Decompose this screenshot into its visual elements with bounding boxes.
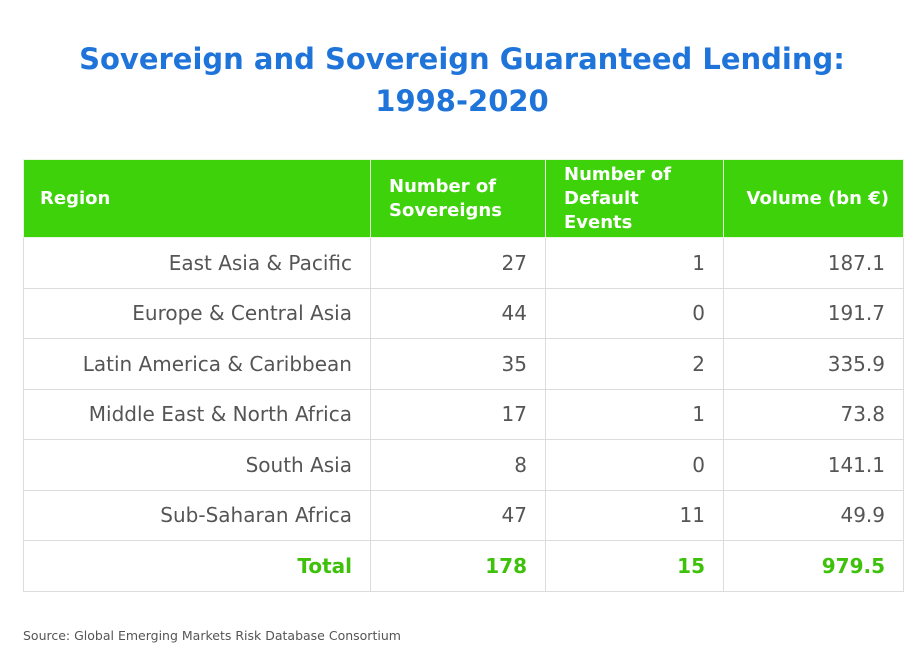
cell-defaults: 1	[545, 237, 724, 289]
cell-region: Sub-Saharan Africa	[23, 489, 371, 541]
header-defaults-line1: Number of	[564, 163, 672, 185]
chart-title: Sovereign and Sovereign Guaranteed Lendi…	[0, 38, 924, 122]
header-defaults-line2: Default Events	[564, 187, 639, 233]
cell-region: East Asia & Pacific	[23, 237, 371, 289]
header-volume: Volume (bn €)	[723, 159, 904, 238]
total-volume: 979.5	[723, 540, 904, 592]
cell-region: Europe & Central Asia	[23, 287, 371, 339]
cell-region: Latin America & Caribbean	[23, 338, 371, 390]
table-row: Europe & Central Asia 44 0 191.7	[23, 287, 904, 339]
table-row: East Asia & Pacific 27 1 187.1	[23, 237, 904, 289]
cell-volume: 335.9	[723, 338, 904, 390]
chart-title-line2: 1998-2020	[375, 84, 549, 118]
cell-volume: 187.1	[723, 237, 904, 289]
total-defaults: 15	[545, 540, 724, 592]
cell-defaults: 2	[545, 338, 724, 390]
cell-sovereigns: 35	[370, 338, 546, 390]
total-label: Total	[23, 540, 371, 592]
source-note: Source: Global Emerging Markets Risk Dat…	[23, 628, 401, 643]
cell-sovereigns: 27	[370, 237, 546, 289]
cell-sovereigns: 47	[370, 489, 546, 541]
header-defaults: Number of Default Events	[545, 159, 724, 238]
cell-volume: 141.1	[723, 439, 904, 491]
table-row: Sub-Saharan Africa 47 11 49.9	[23, 489, 904, 541]
header-sovereigns-line2: Sovereigns	[389, 199, 502, 221]
header-sovereigns: Number of Sovereigns	[370, 159, 546, 238]
data-table: Region Number of Sovereigns Number of De…	[23, 159, 904, 592]
header-region: Region	[23, 159, 371, 238]
cell-volume: 49.9	[723, 489, 904, 541]
cell-region: South Asia	[23, 439, 371, 491]
cell-sovereigns: 8	[370, 439, 546, 491]
cell-region: Middle East & North Africa	[23, 388, 371, 440]
table-row: Middle East & North Africa 17 1 73.8	[23, 388, 904, 440]
header-sovereigns-line1: Number of	[389, 175, 497, 197]
total-row: Total 178 15 979.5	[23, 540, 904, 592]
cell-volume: 191.7	[723, 287, 904, 339]
cell-sovereigns: 17	[370, 388, 546, 440]
cell-defaults: 1	[545, 388, 724, 440]
cell-defaults: 0	[545, 287, 724, 339]
total-sovereigns: 178	[370, 540, 546, 592]
cell-volume: 73.8	[723, 388, 904, 440]
table-header-row: Region Number of Sovereigns Number of De…	[23, 159, 904, 238]
cell-defaults: 0	[545, 439, 724, 491]
table-row: Latin America & Caribbean 35 2 335.9	[23, 338, 904, 390]
cell-defaults: 11	[545, 489, 724, 541]
chart-title-line1: Sovereign and Sovereign Guaranteed Lendi…	[79, 42, 845, 76]
cell-sovereigns: 44	[370, 287, 546, 339]
table-row: South Asia 8 0 141.1	[23, 439, 904, 491]
